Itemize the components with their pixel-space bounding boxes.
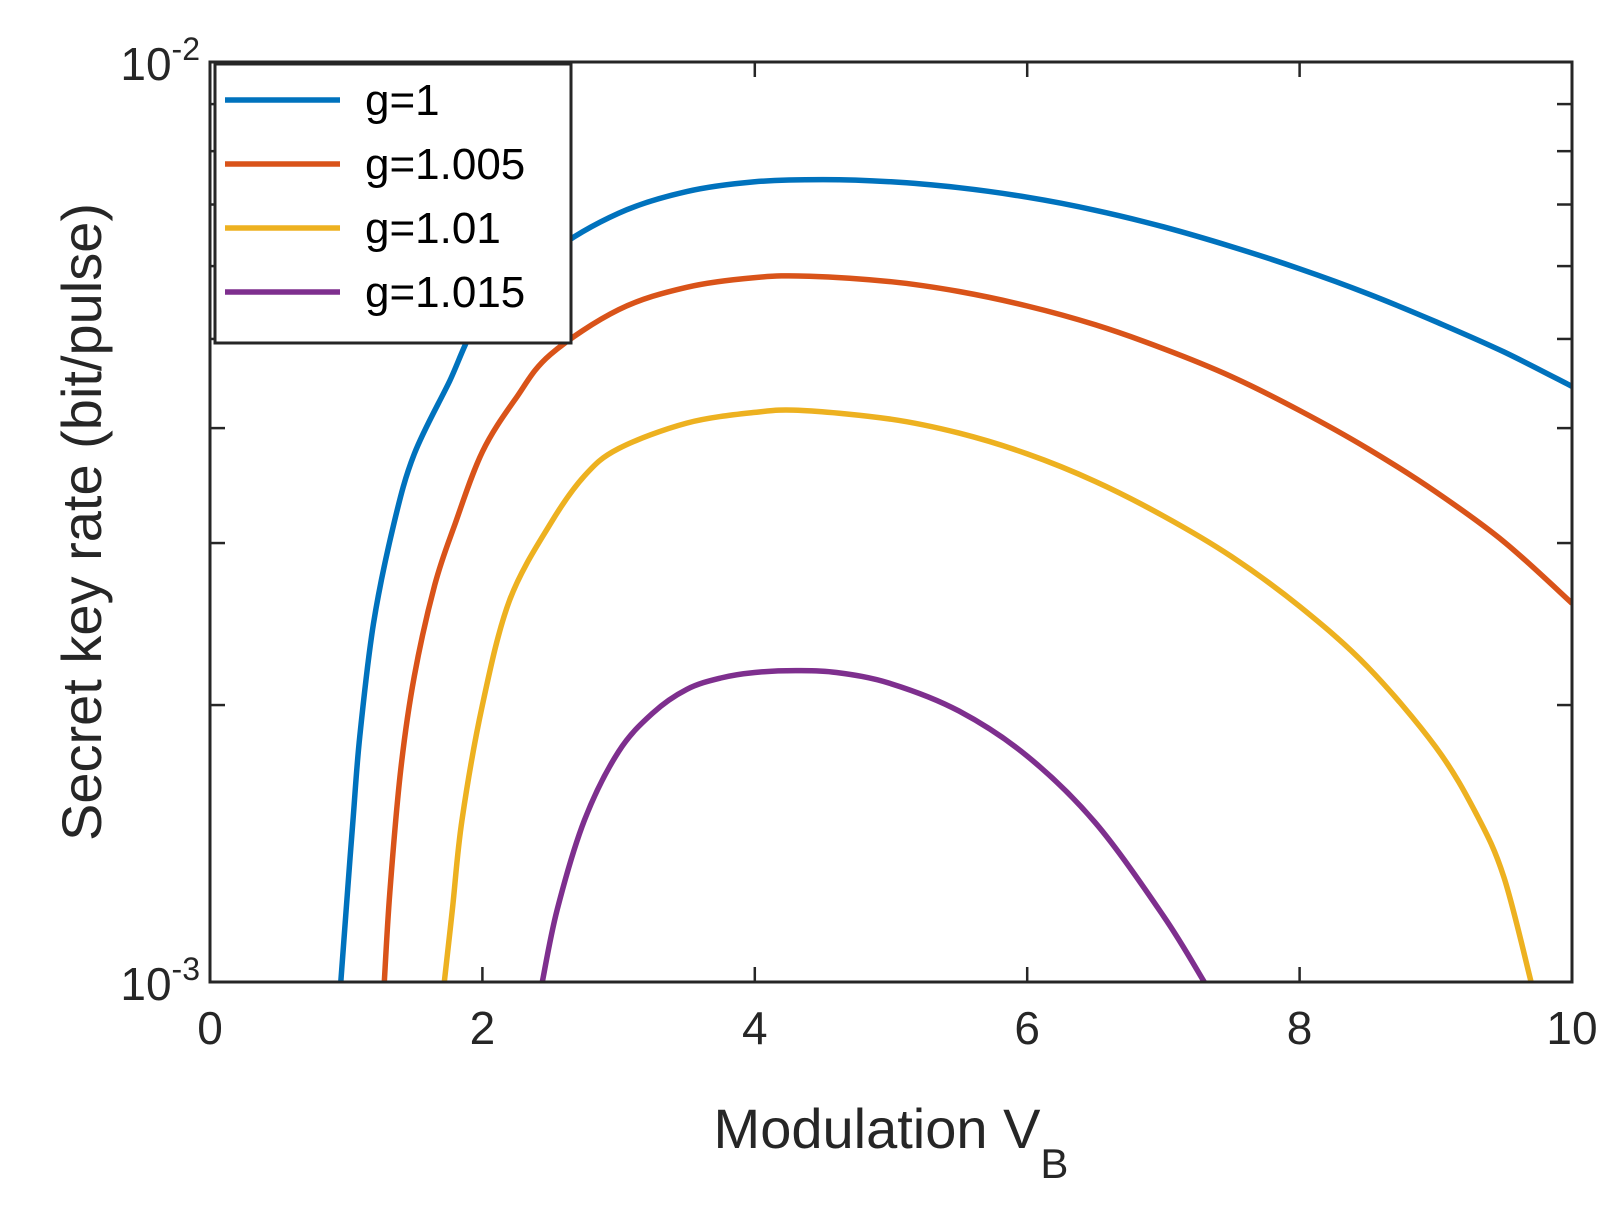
series-line-3 xyxy=(441,407,1534,982)
x-axis-label-subscript: B xyxy=(1040,1140,1068,1187)
legend-label-2: g=1.005 xyxy=(365,140,525,189)
x-tick-label: 4 xyxy=(742,1002,768,1054)
legend-label-3: g=1.01 xyxy=(365,204,501,253)
legend-label-1: g=1 xyxy=(365,76,440,125)
legend-box xyxy=(213,62,573,345)
x-tick-label: 2 xyxy=(470,1002,496,1054)
legend: g=1 g=1.005 g=1.01 g=1.015 xyxy=(213,62,573,345)
x-tick-label: 0 xyxy=(197,1002,223,1054)
x-axis-label: Modulation VB xyxy=(714,1097,1069,1187)
x-tick-label: 10 xyxy=(1546,1002,1597,1054)
series-line-4 xyxy=(539,667,1207,982)
x-tick-label: 6 xyxy=(1014,1002,1040,1054)
y-tick-label: 10-3 xyxy=(120,951,200,1010)
series-lines xyxy=(338,176,1572,982)
series-line-2 xyxy=(381,273,1572,982)
legend-label-4: g=1.015 xyxy=(365,268,525,317)
y-axis-label: Secret key rate (bit/pulse) xyxy=(50,203,113,841)
y-tick-label: 10-2 xyxy=(120,31,200,90)
plot-area-frame xyxy=(208,60,1574,984)
tick-labels: 0 2 4 6 8 10 10-3 10-2 xyxy=(120,31,1597,1054)
x-tick-label: 8 xyxy=(1287,1002,1313,1054)
series-line-1 xyxy=(338,176,1572,982)
